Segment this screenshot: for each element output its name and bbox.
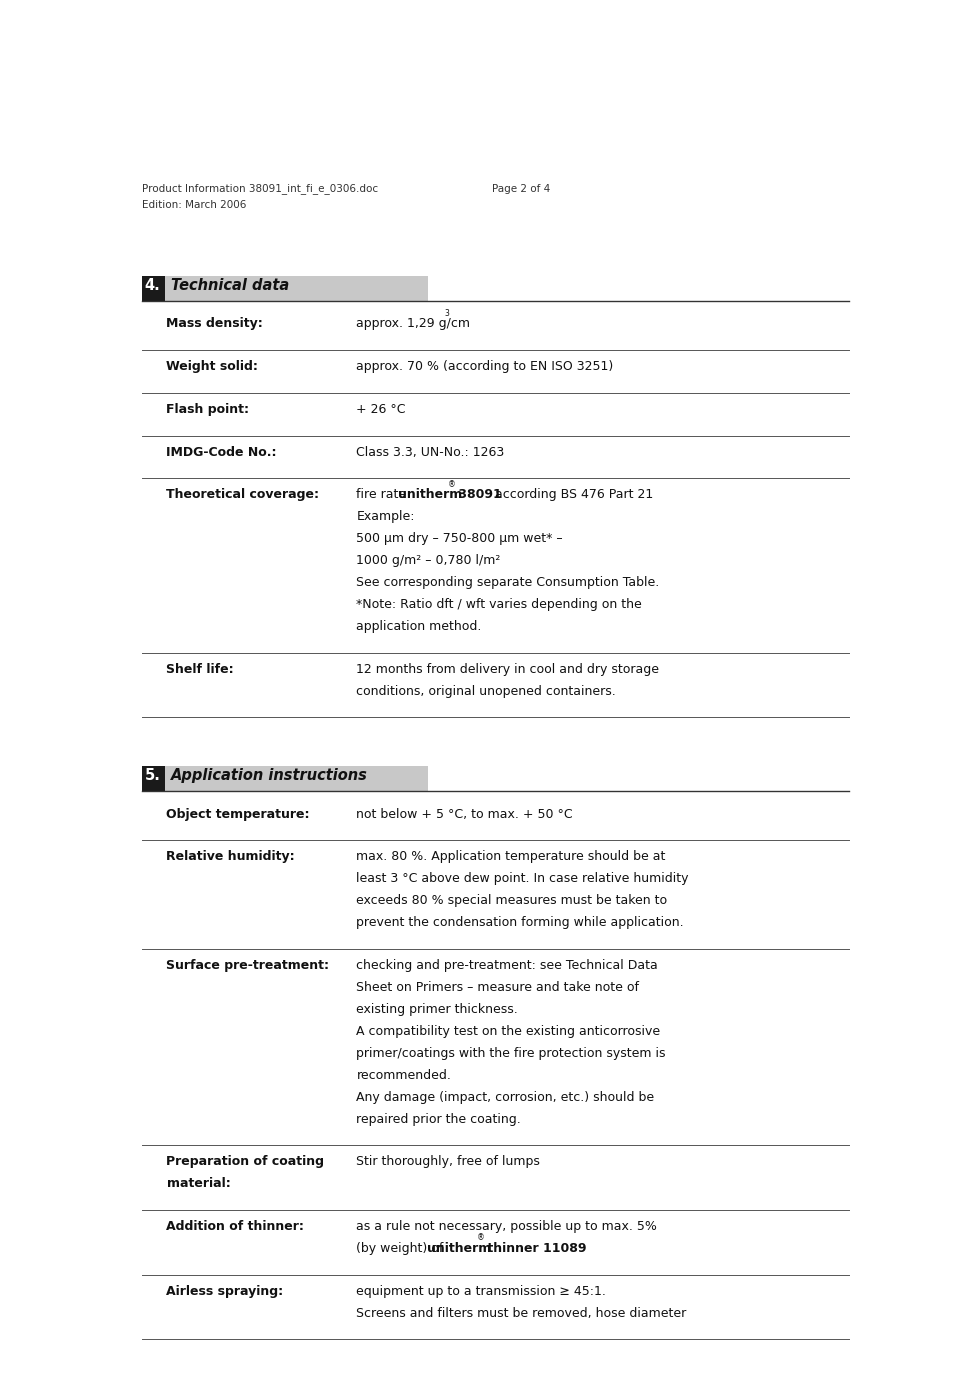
Text: Sheet on Primers – measure and take note of: Sheet on Primers – measure and take note… bbox=[356, 981, 639, 994]
Text: checking and pre-treatment: see Technical Data: checking and pre-treatment: see Technica… bbox=[356, 959, 659, 972]
Text: (by weight) of: (by weight) of bbox=[356, 1242, 447, 1255]
Text: Addition of thinner:: Addition of thinner: bbox=[166, 1220, 304, 1233]
Text: Mass density:: Mass density: bbox=[166, 318, 263, 330]
Text: as a rule not necessary, possible up to max. 5%: as a rule not necessary, possible up to … bbox=[356, 1220, 658, 1233]
Text: Page 2 of 4: Page 2 of 4 bbox=[492, 183, 550, 193]
Text: Application instructions: Application instructions bbox=[171, 769, 368, 783]
Text: existing primer thickness.: existing primer thickness. bbox=[356, 1002, 518, 1016]
Text: 38091: 38091 bbox=[454, 489, 502, 501]
Text: 500 μm dry – 750-800 μm wet* –: 500 μm dry – 750-800 μm wet* – bbox=[356, 533, 563, 545]
Text: Any damage (impact, corrosion, etc.) should be: Any damage (impact, corrosion, etc.) sho… bbox=[356, 1091, 655, 1103]
Text: Screens and filters must be removed, hose diameter: Screens and filters must be removed, hos… bbox=[356, 1306, 686, 1320]
Text: approx. 70 % (according to EN ISO 3251): approx. 70 % (according to EN ISO 3251) bbox=[356, 361, 613, 373]
Text: Class 3.3, UN-No.: 1263: Class 3.3, UN-No.: 1263 bbox=[356, 446, 505, 458]
Text: Stir thoroughly, free of lumps: Stir thoroughly, free of lumps bbox=[356, 1155, 540, 1169]
Bar bbox=[142, 766, 428, 791]
Text: exceeds 80 % special measures must be taken to: exceeds 80 % special measures must be ta… bbox=[356, 894, 667, 908]
Text: Technical data: Technical data bbox=[171, 278, 289, 293]
Text: Shelf life:: Shelf life: bbox=[166, 663, 234, 676]
Text: Relative humidity:: Relative humidity: bbox=[166, 851, 295, 863]
Text: according BS 476 Part 21: according BS 476 Part 21 bbox=[492, 489, 654, 501]
Text: Preparation of coating: Preparation of coating bbox=[166, 1155, 324, 1169]
Bar bbox=[142, 276, 165, 301]
Text: Example:: Example: bbox=[356, 511, 415, 523]
Text: + 26 °C: + 26 °C bbox=[356, 403, 406, 416]
Text: 5.: 5. bbox=[145, 769, 160, 783]
Text: max. 80 %. Application temperature should be at: max. 80 %. Application temperature shoul… bbox=[356, 851, 665, 863]
Text: Object temperature:: Object temperature: bbox=[166, 808, 310, 820]
Text: Airless spraying:: Airless spraying: bbox=[166, 1285, 283, 1298]
Text: Surface pre-treatment:: Surface pre-treatment: bbox=[166, 959, 329, 972]
Text: Flash point:: Flash point: bbox=[166, 403, 250, 416]
Text: Weight solid:: Weight solid: bbox=[166, 361, 258, 373]
Text: application method.: application method. bbox=[356, 620, 482, 633]
Text: material:: material: bbox=[166, 1177, 230, 1190]
Text: prevent the condensation forming while application.: prevent the condensation forming while a… bbox=[356, 916, 684, 929]
Text: recommended.: recommended. bbox=[356, 1069, 451, 1081]
Text: See corresponding separate Consumption Table.: See corresponding separate Consumption T… bbox=[356, 576, 660, 589]
Bar bbox=[142, 276, 428, 301]
Text: A compatibility test on the existing anticorrosive: A compatibility test on the existing ant… bbox=[356, 1024, 660, 1038]
Text: not below + 5 °C, to max. + 50 °C: not below + 5 °C, to max. + 50 °C bbox=[356, 808, 573, 820]
Text: *Note: Ratio dft / wft varies depending on the: *Note: Ratio dft / wft varies depending … bbox=[356, 598, 642, 611]
Text: 3: 3 bbox=[444, 310, 449, 318]
Text: 1000 g/m² – 0,780 l/m²: 1000 g/m² – 0,780 l/m² bbox=[356, 554, 501, 568]
Text: approx. 1,29 g/cm: approx. 1,29 g/cm bbox=[356, 318, 470, 330]
Text: unitherm: unitherm bbox=[398, 489, 463, 501]
Text: conditions, original unopened containers.: conditions, original unopened containers… bbox=[356, 684, 616, 698]
Text: ®: ® bbox=[477, 1234, 485, 1242]
Text: 4.: 4. bbox=[145, 278, 160, 293]
Text: Product Information 38091_int_fi_e_0306.doc: Product Information 38091_int_fi_e_0306.… bbox=[142, 183, 378, 194]
Text: primer/coatings with the fire protection system is: primer/coatings with the fire protection… bbox=[356, 1047, 666, 1059]
Text: thinner 11089: thinner 11089 bbox=[483, 1242, 587, 1255]
Text: least 3 °C above dew point. In case relative humidity: least 3 °C above dew point. In case rela… bbox=[356, 872, 689, 886]
Text: repaired prior the coating.: repaired prior the coating. bbox=[356, 1113, 521, 1126]
Text: Edition: March 2006: Edition: March 2006 bbox=[142, 200, 246, 211]
Text: equipment up to a transmission ≥ 45:1.: equipment up to a transmission ≥ 45:1. bbox=[356, 1285, 607, 1298]
Text: 12 months from delivery in cool and dry storage: 12 months from delivery in cool and dry … bbox=[356, 663, 660, 676]
Text: ®: ® bbox=[448, 480, 456, 489]
Text: IMDG-Code No.:: IMDG-Code No.: bbox=[166, 446, 277, 458]
Text: Theoretical coverage:: Theoretical coverage: bbox=[166, 489, 320, 501]
Text: fire rate: fire rate bbox=[356, 489, 411, 501]
Text: unitherm: unitherm bbox=[427, 1242, 492, 1255]
Bar bbox=[142, 766, 165, 791]
